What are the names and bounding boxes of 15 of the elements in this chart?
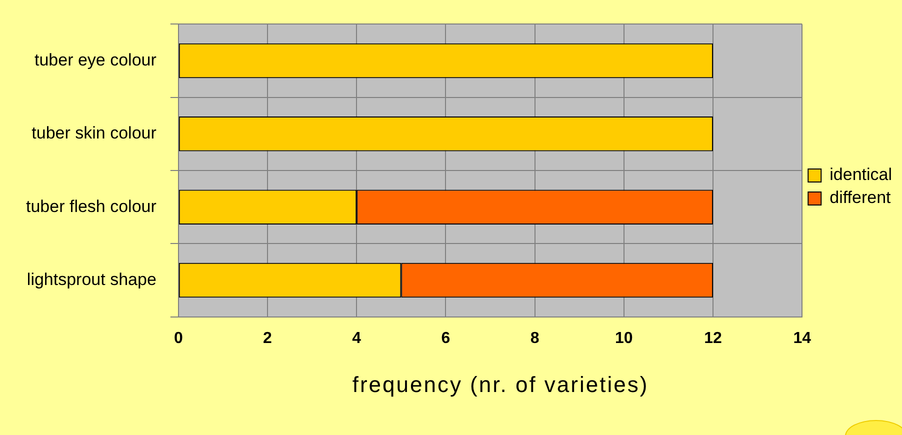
x-tick-label: 4 [352,330,362,347]
y-tick-label: lightsprout shape [26,270,156,289]
x-tick-label: 0 [174,330,183,347]
x-tick-label: 8 [530,330,540,347]
legend-label: identical [830,165,892,184]
x-tick-label: 10 [615,330,633,347]
legend-label: different [830,188,892,208]
y-tick-label: tuber eye colour [34,50,157,70]
x-tick-label: 12 [704,330,722,347]
x-tick-label: 2 [263,330,272,347]
y-tick-label: tuber skin colour [32,124,157,143]
y-tick-label: tuber flesh colour [26,196,157,216]
x-tick-label: 14 [793,330,812,347]
x-tick-label: 6 [441,330,450,347]
x-axis-title: frequency (nr. of varieties) [351,372,650,398]
